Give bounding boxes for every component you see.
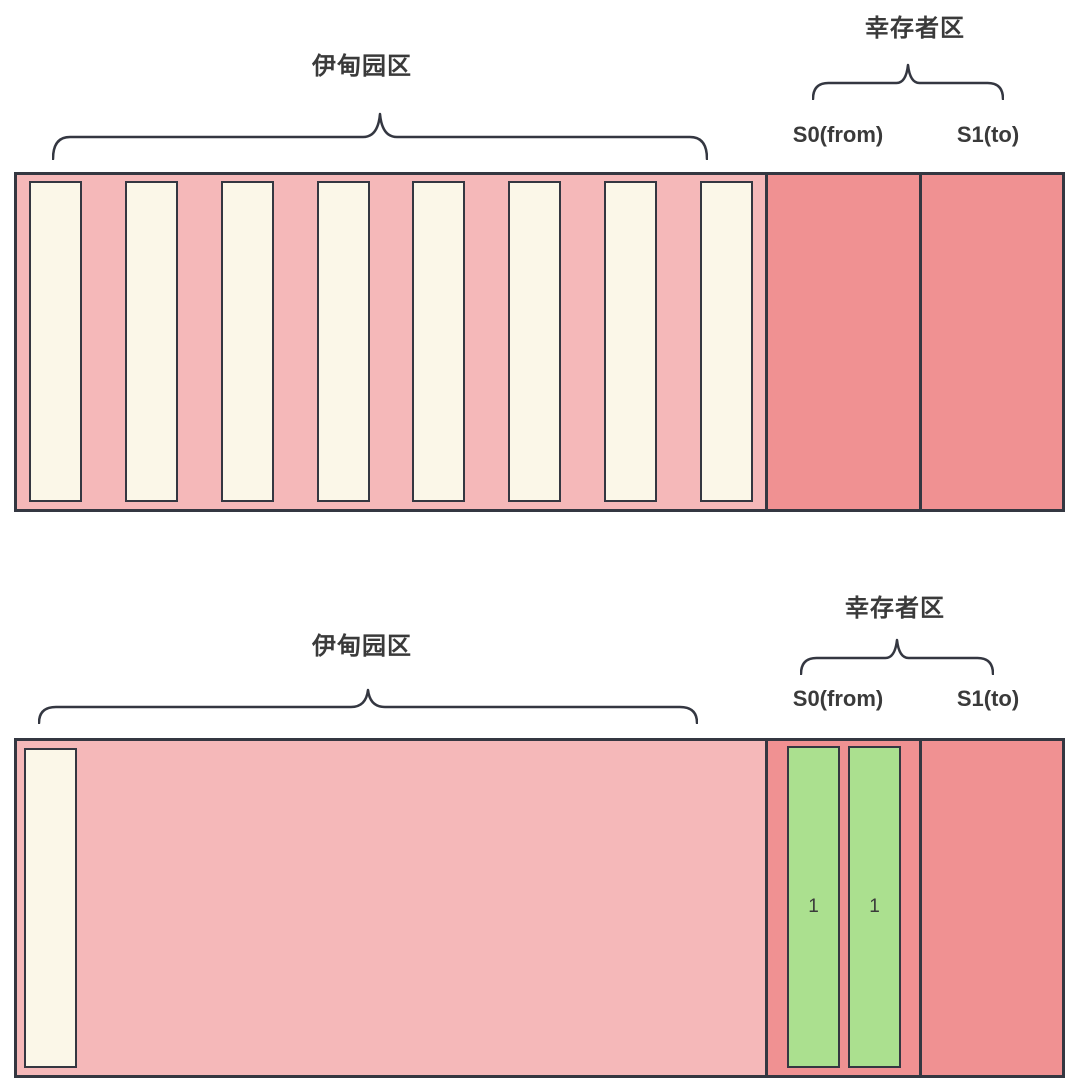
eden-zone-label: 伊甸园区 [312,633,412,660]
s1-region [919,741,1062,1075]
s0-region-label: S0(from) [792,686,884,711]
s0-region [765,175,919,509]
eden-object [604,181,658,502]
s0-region-label: S0(from) [792,122,884,147]
eden-zone-label: 伊甸园区 [312,53,412,80]
survivor-object: 1 [848,746,901,1068]
s1-region-label: S1(to) [956,122,1020,147]
survivor-zone-label: 幸存者区 [865,15,965,42]
eden-brace [38,688,698,724]
eden-object [220,181,274,502]
eden-object [24,748,77,1068]
s1-region-label: S1(to) [956,686,1020,711]
eden-brace [52,112,708,160]
survivor-zone-label: 幸存者区 [845,595,945,622]
eden-object [29,181,82,502]
survivor-brace [812,63,1004,100]
eden-object [699,181,753,502]
eden-region [17,741,765,1075]
eden-region [17,175,765,509]
survivor-brace [800,638,994,675]
survivor-object: 1 [787,746,840,1068]
eden-object [412,181,466,502]
eden-object [316,181,370,502]
s1-region [919,175,1062,509]
eden-object [508,181,562,502]
eden-object [124,181,178,502]
young-generation-block [14,172,1065,512]
